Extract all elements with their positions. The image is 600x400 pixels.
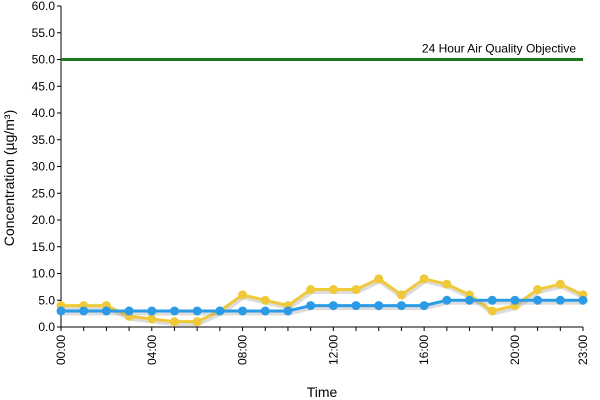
y-axis: 0.0 5.0 10.0 15.0 20.0 25.0 30.0 35.0 40.0 45.0 50… [32, 0, 62, 334]
series-1-point [169, 317, 179, 327]
series-1-point [306, 285, 316, 295]
series-1-point [555, 279, 565, 289]
x-tick-label: 00:00 [54, 335, 68, 365]
y-tick-label: 15.0 [32, 240, 56, 254]
series-group [56, 274, 588, 327]
y-tick-label: 50.0 [32, 53, 56, 67]
x-axis-title: Time [307, 384, 338, 400]
series-2-point [510, 295, 520, 305]
y-tick-label: 45.0 [32, 79, 56, 93]
y-tick-label: 35.0 [32, 133, 56, 147]
series-2-point [328, 301, 338, 311]
y-tick-label: 20.0 [32, 213, 56, 227]
series-2-point [306, 301, 316, 311]
series-2-point [238, 306, 248, 316]
series-2-point [215, 306, 225, 316]
y-tick-label: 55.0 [32, 26, 56, 40]
series-2-point [260, 306, 270, 316]
series-1-point [328, 285, 338, 295]
x-tick-label: 12:00 [326, 335, 340, 365]
objective-label: 24 Hour Air Quality Objective [422, 42, 576, 56]
y-tick-label: 5.0 [38, 293, 55, 307]
y-axis-title: Concentration (µg/m³) [1, 110, 17, 246]
series-2-point [374, 301, 384, 311]
x-tick-label: 16:00 [417, 335, 431, 365]
series-1-point [260, 295, 270, 305]
series-2-point [192, 306, 202, 316]
series-2-point [79, 306, 89, 316]
series-1-point [442, 279, 452, 289]
series-2-point [56, 306, 66, 316]
series-1-point [533, 285, 543, 295]
series-2-point [578, 295, 588, 305]
series-2-point [351, 301, 361, 311]
series-1-point [192, 317, 202, 327]
x-tick-label: 04:00 [145, 335, 159, 365]
x-axis: 00:00 04:00 08:00 12:00 16:00 20:00 23:00 [54, 326, 590, 365]
y-tick-label: 10.0 [32, 267, 56, 281]
x-tick-label: 23:00 [576, 335, 590, 365]
series-2-point [465, 295, 475, 305]
y-tick-label: 60.0 [32, 0, 56, 13]
series-2-point [124, 306, 134, 316]
y-tick-label: 40.0 [32, 106, 56, 120]
series-1-point [419, 274, 429, 284]
x-tick-label: 08:00 [236, 335, 250, 365]
series-2-point [442, 295, 452, 305]
objective-line-group: 24 Hour Air Quality Objective [61, 42, 583, 61]
y-tick-label: 25.0 [32, 186, 56, 200]
series-2-point [396, 301, 406, 311]
y-tick-label: 30.0 [32, 160, 56, 174]
series-2-point [101, 306, 111, 316]
y-tick-label: 0.0 [38, 320, 55, 334]
series-1-point [396, 290, 406, 300]
series-1-point [147, 314, 157, 324]
series-2-point [419, 301, 429, 311]
series-1-point [351, 285, 361, 295]
x-tick-label: 20:00 [508, 335, 522, 365]
series-2-point [147, 306, 157, 316]
series-2-point [487, 295, 497, 305]
series-1-point [374, 274, 384, 284]
series-2-point [533, 295, 543, 305]
series-2-point [555, 295, 565, 305]
series-2-point [283, 306, 293, 316]
series-2-point [169, 306, 179, 316]
series-1-point [238, 290, 248, 300]
series-1-point [487, 306, 497, 316]
